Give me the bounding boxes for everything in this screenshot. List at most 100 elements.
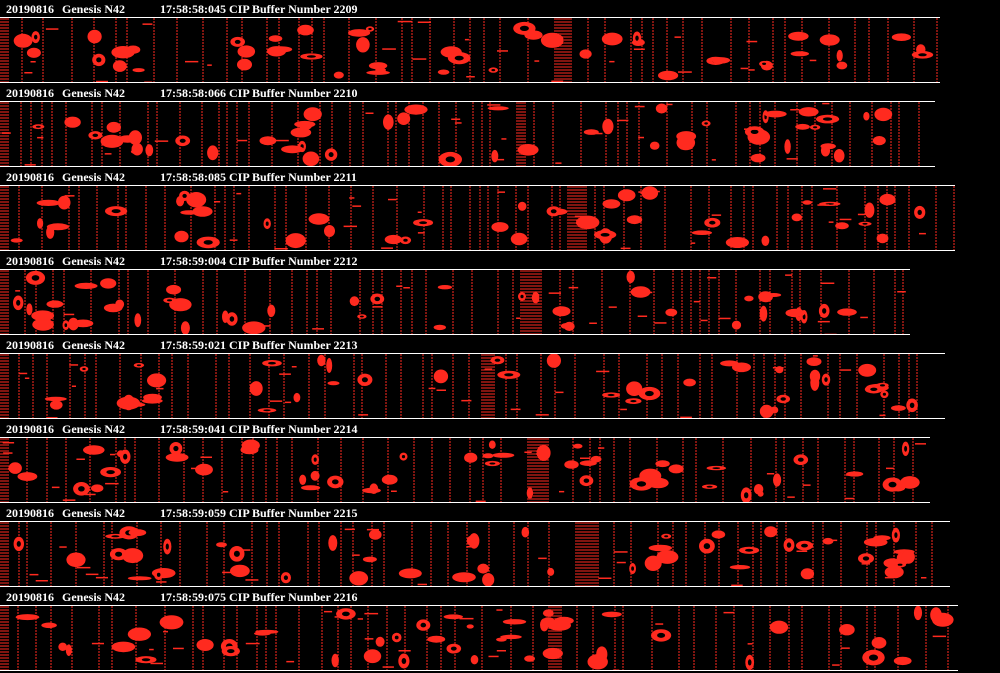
particle-blob — [10, 238, 23, 243]
particle-blob — [299, 474, 307, 485]
particle-blob — [111, 641, 136, 653]
particle-blob — [433, 369, 449, 384]
particle-blob — [36, 199, 61, 206]
particle-fragment — [921, 577, 927, 579]
particle-hole — [882, 392, 887, 396]
particle-blob — [893, 656, 912, 666]
particle-hole — [268, 361, 276, 365]
particle-fragment — [802, 484, 811, 486]
particle-hole — [550, 209, 557, 214]
particle-blob — [369, 483, 379, 494]
particle-blob — [128, 402, 146, 407]
buffer-date: 20190816 — [6, 338, 54, 352]
particle-blob — [932, 612, 954, 627]
particle-fragment — [680, 416, 692, 418]
particle-fragment — [2, 442, 15, 444]
particle-fragment — [156, 387, 164, 390]
particle-fragment — [535, 414, 549, 416]
particle-blob — [328, 535, 338, 551]
particle-fragment — [731, 584, 743, 586]
particle-blob — [317, 354, 326, 367]
particle-fragment — [840, 647, 850, 649]
particle-blob — [913, 606, 923, 621]
particle-fragment — [497, 191, 505, 193]
particle-blob — [750, 153, 766, 163]
particle-fragment — [690, 242, 696, 244]
particle-blob — [626, 381, 643, 396]
particle-blob — [83, 445, 105, 455]
particle-blob — [872, 136, 886, 146]
particle-hole — [111, 209, 121, 214]
particle-hole — [92, 133, 99, 137]
particle-hole — [822, 308, 827, 314]
buffer-header: 20190816 Genesis N42 17:58:58:066 CIP Buff… — [6, 86, 358, 100]
particle-blob — [468, 533, 480, 549]
particle-hole — [263, 409, 271, 412]
particle-fragment — [464, 38, 469, 41]
particle-blob — [324, 225, 335, 237]
particle-blob — [65, 644, 72, 656]
particle-fragment — [391, 490, 397, 492]
particle-hole — [283, 575, 288, 580]
particle-blob — [833, 149, 845, 163]
particle-blob — [482, 573, 495, 586]
particle-fragment — [51, 486, 60, 489]
particle-blob — [649, 141, 660, 150]
particle-hole — [361, 377, 368, 383]
buffer-date: 20190816 — [6, 2, 54, 16]
particle-blob — [8, 462, 22, 474]
particle-fragment — [144, 81, 153, 82]
particle-blob — [17, 472, 38, 481]
buffer-label: CIP Buffer Number 2213 — [229, 338, 358, 352]
buffer-bottom-line — [0, 250, 955, 251]
particle-hole — [16, 541, 21, 547]
particle-hole — [706, 485, 713, 488]
particle-hole — [712, 467, 721, 469]
particle-fragment — [95, 576, 108, 579]
particle-blob — [128, 529, 147, 537]
particle-fragment — [678, 71, 692, 73]
particle-fragment — [886, 467, 894, 470]
particle-hole — [747, 659, 752, 666]
particle-blob — [362, 556, 377, 563]
particle-fragment — [857, 213, 865, 216]
particle-hole — [645, 390, 654, 397]
particle-fragment — [897, 291, 906, 293]
particle-fragment — [459, 617, 474, 620]
particle-blob — [560, 323, 571, 329]
particle-hole — [780, 397, 786, 401]
particle-hole — [897, 563, 903, 566]
buffer-time: 17:58:58:045 — [160, 2, 226, 16]
particle-hole — [182, 193, 187, 198]
particle-blob — [517, 144, 539, 156]
buffer-strip-2213: 20190816 Genesis N42 17:58:59:021 CIP Buff… — [0, 336, 1000, 420]
particle-fragment — [156, 581, 167, 583]
particle-fragment — [417, 583, 427, 586]
particle-fragment — [493, 158, 505, 161]
particle-hole — [420, 622, 427, 628]
particle-fragment — [173, 647, 184, 650]
particle-fragment — [279, 373, 291, 375]
particle-hole — [802, 314, 806, 320]
particle-blob — [510, 232, 528, 246]
particle-hole — [491, 69, 496, 72]
particle-fragment — [417, 211, 422, 213]
particle-fragment — [497, 50, 508, 52]
particle-fragment — [772, 367, 784, 369]
particle-blob — [437, 285, 452, 290]
particle-fragment — [396, 285, 403, 287]
particle-hole — [664, 535, 669, 538]
buffer-top-line — [0, 437, 930, 438]
particle-blob — [540, 32, 564, 48]
particle-blob — [874, 107, 893, 122]
particle-blob — [901, 550, 915, 564]
particle-blob — [764, 526, 778, 538]
particle-blob — [46, 225, 55, 239]
particle-fragment — [638, 191, 648, 193]
particle-fragment — [840, 369, 852, 371]
particle-blob — [770, 406, 779, 414]
particle-blob — [790, 51, 809, 57]
particle-hole — [265, 221, 269, 226]
particle-blob — [363, 649, 382, 664]
particle-fragment — [236, 192, 242, 195]
